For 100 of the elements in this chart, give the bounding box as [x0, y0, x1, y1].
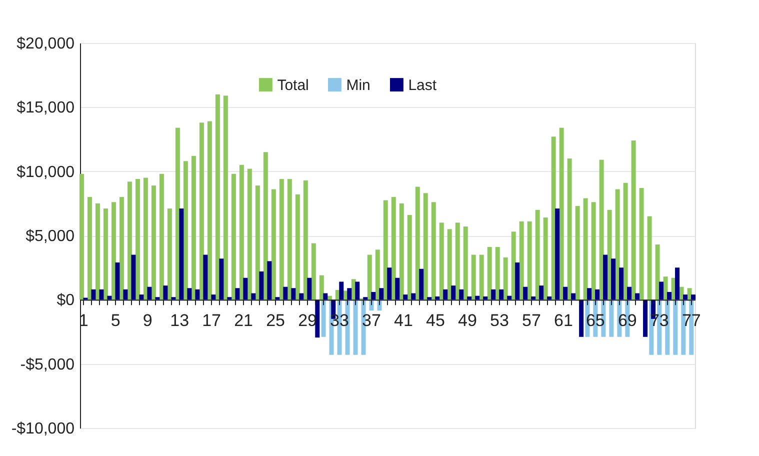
- bar: [303, 180, 308, 300]
- bar: [267, 261, 272, 300]
- x-tick-label: 57: [522, 311, 541, 330]
- x-tick-label: 5: [110, 311, 120, 330]
- bar: [415, 186, 420, 300]
- bar: [203, 254, 208, 300]
- bar: [207, 121, 212, 300]
- bar: [535, 210, 540, 300]
- bar: [407, 214, 412, 300]
- bar: [199, 122, 204, 300]
- bar: [619, 268, 624, 300]
- bar: [499, 289, 504, 300]
- bar: [87, 197, 92, 300]
- bar: [79, 174, 84, 300]
- bar: [427, 297, 432, 300]
- bar: [255, 185, 260, 300]
- y-tick-label: $20,000: [16, 36, 75, 52]
- bar: [543, 218, 548, 300]
- bar: [275, 297, 280, 300]
- bar: [531, 296, 536, 300]
- bar: [491, 289, 496, 300]
- bar: [103, 208, 108, 300]
- bar: [555, 208, 560, 300]
- bar: [587, 288, 592, 300]
- bar: [143, 178, 148, 300]
- bar: [435, 296, 440, 300]
- bar: [667, 292, 672, 300]
- bar: [319, 275, 324, 300]
- bar: [163, 286, 168, 300]
- bar: [635, 293, 640, 300]
- x-tick-label: 77: [682, 311, 701, 330]
- legend-label: Min: [346, 76, 370, 94]
- bar: [379, 288, 384, 300]
- bar: [183, 161, 188, 300]
- bar: [155, 297, 160, 300]
- bar: [627, 286, 632, 300]
- bar: [339, 282, 344, 300]
- bar: [563, 286, 568, 300]
- bar: [419, 268, 424, 300]
- bar: [471, 254, 476, 300]
- bar: [623, 182, 628, 300]
- bar: [291, 288, 296, 300]
- bar: [139, 294, 144, 300]
- bar: [395, 278, 400, 300]
- bar: [523, 286, 528, 300]
- bar: [231, 174, 236, 300]
- bar: [287, 179, 292, 300]
- bar: [423, 193, 428, 300]
- bar: [227, 297, 232, 300]
- y-tick-label: $0: [56, 292, 75, 310]
- bar: [295, 194, 300, 300]
- bar: [559, 128, 564, 300]
- bar: [515, 262, 520, 300]
- legend-label: Last: [408, 76, 438, 94]
- bar: [609, 300, 614, 337]
- bar: [353, 300, 358, 355]
- bar: [311, 243, 316, 300]
- bar: [503, 257, 508, 300]
- bar: [683, 294, 688, 300]
- x-tick-label: 9: [142, 311, 152, 330]
- bar: [323, 293, 328, 300]
- bar: [127, 182, 132, 300]
- bar: [299, 293, 304, 300]
- bar: [223, 96, 228, 300]
- bar: [591, 202, 596, 300]
- bar: [167, 208, 172, 300]
- bar: [583, 198, 588, 300]
- bar: [211, 294, 216, 300]
- bar: [151, 185, 156, 300]
- bar: [655, 244, 660, 300]
- bar: [247, 168, 252, 300]
- bar: [439, 222, 444, 300]
- bar: [123, 289, 128, 300]
- bar: [367, 254, 372, 300]
- bar: [411, 293, 416, 300]
- bar: [567, 158, 572, 300]
- bar: [403, 294, 408, 300]
- bar: [131, 254, 136, 300]
- bar: [631, 140, 636, 300]
- bar: [99, 289, 104, 300]
- bar: [643, 300, 648, 337]
- bar: [383, 200, 388, 300]
- bar: [447, 229, 452, 300]
- x-tick-label: 25: [266, 311, 285, 330]
- bar: [483, 296, 488, 300]
- bar: [659, 282, 664, 300]
- bar: [135, 179, 140, 300]
- x-tick-label: 61: [554, 311, 573, 330]
- bar: [495, 247, 500, 300]
- bar: [603, 254, 608, 300]
- bar: [251, 293, 256, 300]
- bar: [279, 179, 284, 300]
- bar: [475, 296, 480, 300]
- bar: [463, 226, 468, 300]
- bar: [467, 296, 472, 300]
- bar: [691, 294, 696, 300]
- bar: [647, 216, 652, 300]
- x-tick-label: 41: [394, 311, 413, 330]
- bar: [387, 268, 392, 300]
- bar: [243, 278, 248, 300]
